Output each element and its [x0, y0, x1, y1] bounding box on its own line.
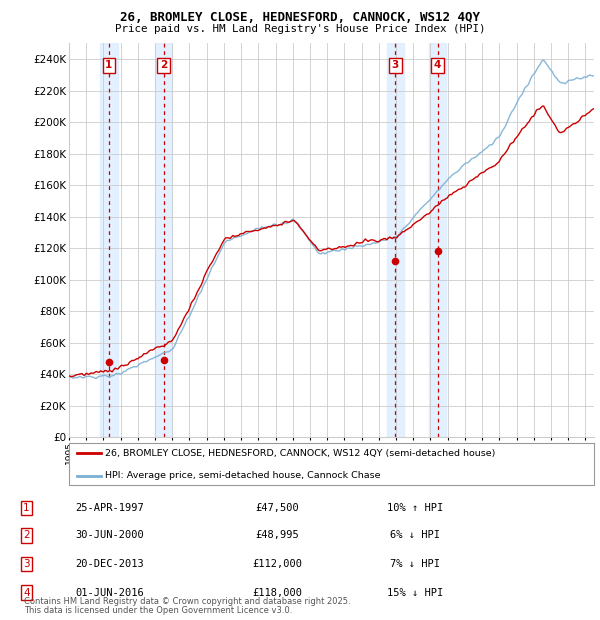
- Bar: [155, 43, 172, 437]
- Text: 1: 1: [106, 60, 113, 71]
- Text: 4: 4: [434, 60, 441, 71]
- Bar: [100, 43, 118, 437]
- Text: £48,995: £48,995: [255, 530, 299, 541]
- Text: 30-JUN-2000: 30-JUN-2000: [76, 530, 144, 541]
- Text: 2: 2: [23, 530, 30, 541]
- Text: 3: 3: [392, 60, 399, 71]
- Text: 3: 3: [23, 559, 30, 569]
- Text: 26, BROMLEY CLOSE, HEDNESFORD, CANNOCK, WS12 4QY: 26, BROMLEY CLOSE, HEDNESFORD, CANNOCK, …: [120, 11, 480, 24]
- Text: 26, BROMLEY CLOSE, HEDNESFORD, CANNOCK, WS12 4QY (semi-detached house): 26, BROMLEY CLOSE, HEDNESFORD, CANNOCK, …: [105, 449, 495, 458]
- Text: 10% ↑ HPI: 10% ↑ HPI: [387, 503, 443, 513]
- Text: 4: 4: [23, 588, 30, 598]
- Text: £118,000: £118,000: [252, 588, 302, 598]
- Bar: [429, 43, 446, 437]
- Text: HPI: Average price, semi-detached house, Cannock Chase: HPI: Average price, semi-detached house,…: [105, 471, 380, 480]
- Text: 2: 2: [160, 60, 167, 71]
- Text: Contains HM Land Registry data © Crown copyright and database right 2025.: Contains HM Land Registry data © Crown c…: [24, 597, 350, 606]
- Text: This data is licensed under the Open Government Licence v3.0.: This data is licensed under the Open Gov…: [24, 606, 292, 615]
- Text: £47,500: £47,500: [255, 503, 299, 513]
- Text: 01-JUN-2016: 01-JUN-2016: [76, 588, 144, 598]
- Text: 6% ↓ HPI: 6% ↓ HPI: [390, 530, 440, 541]
- Text: 25-APR-1997: 25-APR-1997: [76, 503, 144, 513]
- Bar: [387, 43, 404, 437]
- Text: 7% ↓ HPI: 7% ↓ HPI: [390, 559, 440, 569]
- Text: Price paid vs. HM Land Registry's House Price Index (HPI): Price paid vs. HM Land Registry's House …: [115, 24, 485, 33]
- Text: 1: 1: [23, 503, 30, 513]
- Text: £112,000: £112,000: [252, 559, 302, 569]
- Text: 20-DEC-2013: 20-DEC-2013: [76, 559, 144, 569]
- Text: 15% ↓ HPI: 15% ↓ HPI: [387, 588, 443, 598]
